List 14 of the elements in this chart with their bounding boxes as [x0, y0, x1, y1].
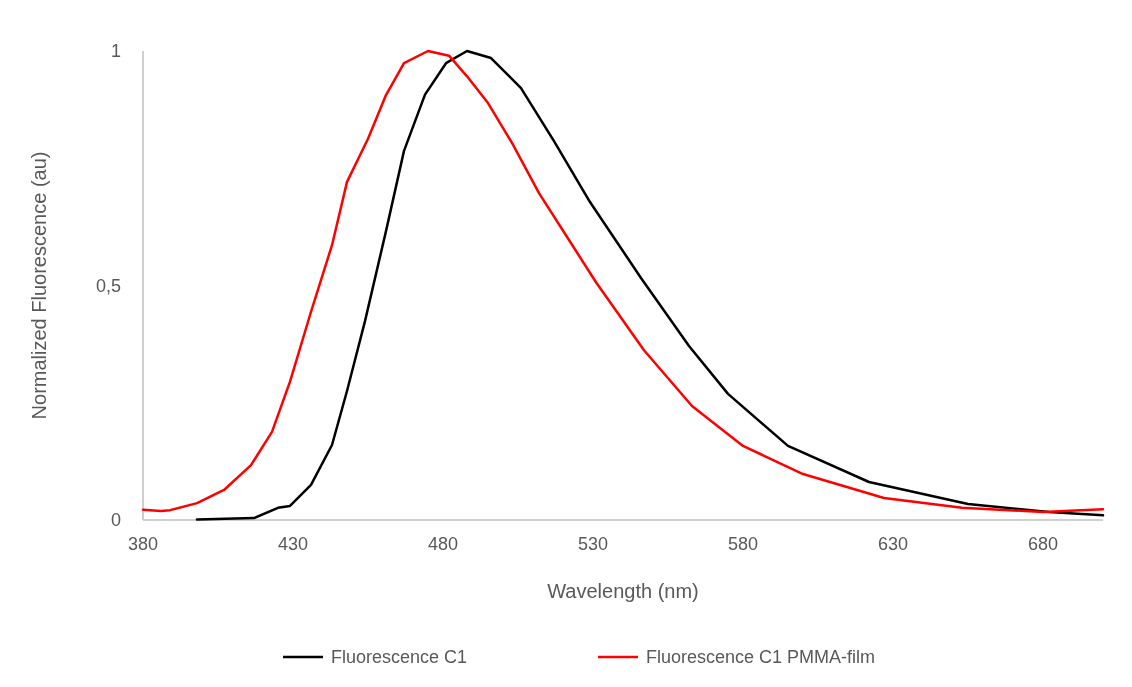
x-tick-label: 630 [877, 534, 909, 554]
y-tick-label: 1 [110, 41, 121, 61]
x-tick-label: 680 [1027, 534, 1059, 554]
legend-label: Fluorescence C1 PMMA-film [646, 647, 876, 667]
y-axis-title: Normalized Fluorescence (au) [28, 151, 50, 420]
x-tick-label: 530 [577, 534, 609, 554]
x-tick-label: 380 [127, 534, 159, 554]
y-tick-label: 0,5 [95, 275, 121, 296]
x-tick-label: 580 [727, 534, 759, 554]
y-tick-label: 0 [110, 510, 121, 530]
x-axis-title: Wavelength (nm) [547, 580, 699, 602]
x-tick-label: 430 [277, 534, 309, 554]
x-tick-label: 480 [427, 534, 459, 554]
legend-label: Fluorescence C1 [331, 647, 468, 667]
